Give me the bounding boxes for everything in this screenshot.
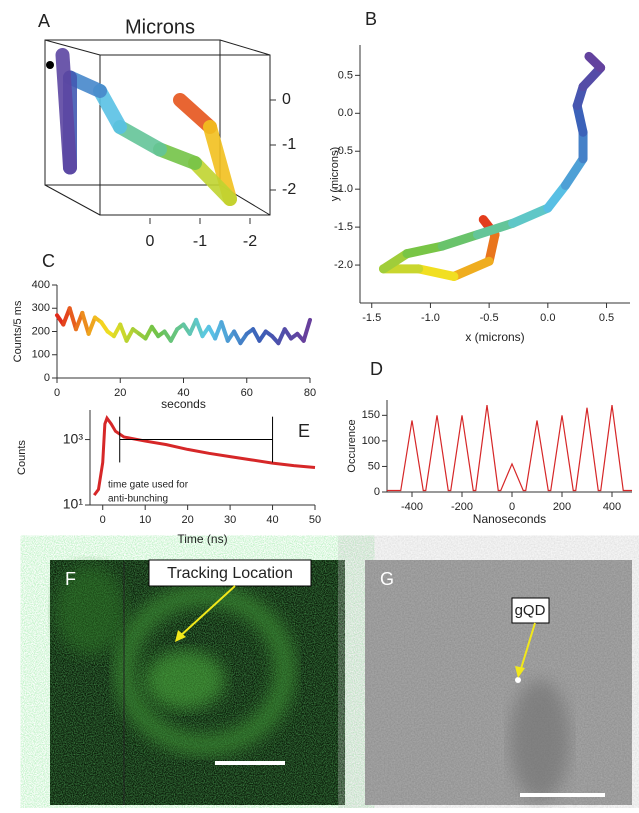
x-tick-label: 50 (309, 514, 321, 526)
line-segment (276, 327, 287, 346)
x-tick-label: -1.5 (362, 312, 381, 324)
panel-letter: G (380, 569, 394, 589)
x-tick-label: 40 (266, 514, 278, 526)
y-tick-label: 150 (362, 409, 380, 421)
line-segment (584, 51, 606, 73)
y-tick-label: 200 (32, 325, 50, 337)
line-segment (80, 310, 91, 336)
line-segment (118, 322, 129, 343)
data-line (93, 415, 316, 497)
z-tick-label: -1 (282, 136, 296, 153)
x-tick-label: 20 (114, 387, 126, 399)
annotation: anti-bunching (108, 494, 168, 505)
y-tick-label: 10¹ (63, 496, 84, 512)
line-segment (219, 320, 230, 343)
line-segment (414, 264, 459, 281)
trajectory-segment (113, 120, 167, 157)
y-tick-label: 400 (32, 279, 50, 291)
x-tick-label: 0 (54, 387, 60, 399)
x-tick-label: 60 (241, 387, 253, 399)
x-tick-label: 200 (553, 501, 571, 513)
callout: Tracking Location (167, 565, 293, 582)
trajectory-segment (188, 156, 237, 206)
x-tick-label: -1.0 (421, 312, 440, 324)
y-axis-label: y (microns) (329, 147, 341, 201)
z-tick-label: 0 (282, 91, 291, 108)
y-tick-label: 0 (374, 486, 380, 498)
y-tick-label: 50 (368, 460, 380, 472)
trajectory-segment (55, 48, 77, 175)
line-segment (449, 256, 494, 281)
panel-letter: D (370, 359, 383, 379)
x-tick-label: 0 (100, 514, 106, 526)
panel-letter: C (42, 251, 55, 271)
panel-letter: E (298, 421, 310, 441)
x-tick-label: -0.5 (480, 312, 499, 324)
y-tick-label: 300 (32, 302, 50, 314)
x-tick-label: -200 (451, 501, 473, 513)
z-tick-label: -2 (282, 181, 296, 198)
x-tick-label: -400 (401, 501, 423, 513)
line-segment (472, 218, 518, 240)
x-tick-label: 80 (304, 387, 316, 399)
line-segment (484, 230, 500, 266)
x-tick-label: 10 (139, 514, 151, 526)
y-tick-label: 0 (44, 372, 50, 384)
y-axis-label: Counts/5 ms (12, 300, 24, 362)
y-tick-label: -2.0 (334, 259, 353, 271)
x-tick-label: 20 (182, 514, 194, 526)
annotation: time gate used for (108, 480, 189, 491)
y-tick-label: 100 (362, 435, 380, 447)
callout: gQD (515, 602, 546, 619)
line-segment (572, 101, 588, 137)
y-tick-label: -1.5 (334, 221, 353, 233)
x-axis-label: seconds (161, 397, 206, 411)
line-segment (301, 317, 312, 343)
x-axis-label: Time (ns) (177, 532, 227, 546)
y-tick-label: 0.0 (338, 107, 353, 119)
x-tick-label: 0 (146, 233, 155, 250)
line-segment (168, 327, 180, 343)
box-3d (44, 39, 271, 216)
line-segment (560, 154, 588, 190)
x-tick-label: -2 (243, 233, 257, 250)
y-axis-label: Occurence (346, 419, 358, 472)
line-segment (402, 241, 447, 259)
panel-letter: B (365, 9, 377, 29)
image-g (365, 560, 632, 805)
x-axis-label: Nanoseconds (473, 512, 546, 526)
y-axis-label: Counts (16, 440, 28, 475)
x-tick-label: 30 (224, 514, 236, 526)
x-tick-label: 40 (177, 387, 189, 399)
x-axis-label: x (microns) (465, 330, 524, 344)
start-marker (46, 61, 54, 69)
x-tick-label: -1 (193, 233, 207, 250)
y-tick-label: -0.5 (334, 145, 353, 157)
x-tick-label: 0 (509, 501, 515, 513)
line-segment (194, 317, 205, 339)
line-segment (508, 203, 553, 228)
chart-title: Microns (125, 16, 195, 38)
y-tick-label: -1.0 (334, 183, 353, 195)
y-tick-label: 0.5 (338, 69, 353, 81)
line-segment (378, 249, 412, 274)
data-line (387, 405, 632, 492)
line-segment (86, 315, 97, 336)
x-tick-label: 0.0 (540, 312, 555, 324)
panel-letter: F (65, 569, 76, 589)
line-segment (124, 327, 135, 343)
image-f (50, 559, 345, 805)
panel-letter: A (38, 11, 50, 31)
x-tick-label: 400 (603, 501, 621, 513)
line-segment (543, 180, 570, 213)
line-segment (67, 306, 78, 332)
y-tick-label: 10³ (63, 430, 84, 446)
line-segment (437, 230, 482, 251)
x-tick-label: 0.5 (599, 312, 614, 324)
y-tick-label: 100 (32, 349, 50, 361)
